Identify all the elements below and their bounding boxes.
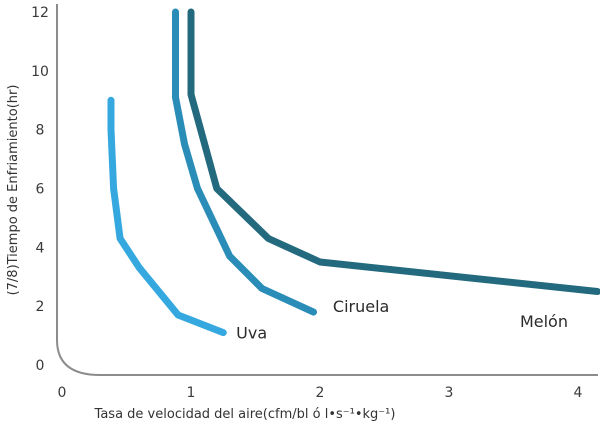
y-tick-label-6: 6 (36, 182, 45, 198)
series-label-uva: Uva (236, 324, 267, 343)
y-tick-label-10: 10 (31, 64, 49, 80)
y-tick-label-2: 2 (36, 299, 45, 315)
x-tick-label-0: 0 (58, 385, 67, 401)
series-label-melón: Melón (520, 312, 568, 331)
series-line-ciruela (172, 8, 317, 316)
series-line-melón (187, 8, 600, 295)
y-axis-title: (7/8)Tiempo de Enfriamiento(hr) (6, 85, 21, 296)
y-tick-label-0: 0 (36, 358, 45, 374)
axes (56, 4, 598, 376)
y-tick-label-4: 4 (36, 240, 45, 256)
axis-line (56, 4, 598, 376)
x-tick-label-3: 3 (445, 385, 454, 401)
y-tick-labels: 0 2 4 6 8 10 12 (31, 5, 49, 374)
x-tick-label-1: 1 (187, 385, 196, 401)
series-labels: Uva Ciruela Melón (236, 297, 568, 342)
series-line-uva (107, 96, 227, 337)
series-layer (107, 8, 600, 337)
x-axis-title: Tasa de velocidad del aire(cfm/bl ó l•s⁻… (94, 407, 396, 422)
y-tick-label-12: 12 (31, 5, 49, 21)
y-tick-label-8: 8 (36, 123, 45, 139)
series-label-ciruela: Ciruela (333, 297, 389, 316)
x-tick-label-2: 2 (316, 385, 325, 401)
x-tick-label-4: 4 (574, 385, 583, 401)
x-tick-labels: 0 1 2 3 4 (58, 385, 583, 401)
